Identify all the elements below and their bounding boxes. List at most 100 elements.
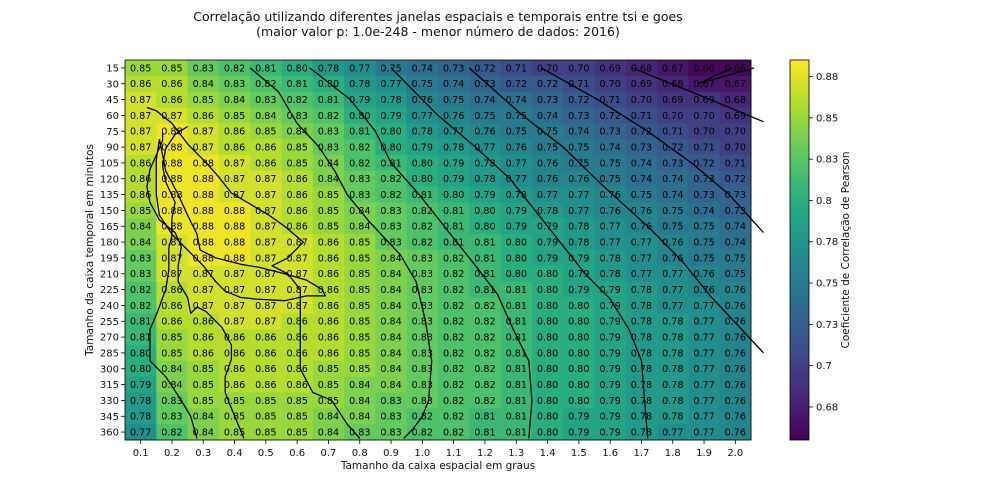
cell-value-label: 0.84 [193,427,214,438]
contour-074 [540,67,764,234]
heatmap-cell [657,313,689,330]
cell-value-label: 0.85 [286,142,307,153]
cell-value-label: 0.74 [506,95,527,106]
heatmap-cell [406,170,439,188]
heatmap-cell [375,297,408,314]
cell-value-label: 0.80 [130,364,151,375]
heatmap-cell [594,123,627,140]
cell-value-label: 0.78 [631,427,652,438]
cell-value-label: 0.84 [161,364,182,375]
y-tick-label: 270 [100,333,119,344]
heatmap-cell [375,329,408,346]
cell-value-label: 0.85 [318,190,339,201]
heatmap-cell [187,392,220,409]
x-tick-label: 0.5 [258,448,274,459]
cell-value-label: 0.78 [631,412,652,423]
cell-value-label: 0.85 [255,127,276,138]
cell-value-label: 0.85 [349,348,370,359]
heatmap-cell [469,218,501,235]
heatmap-cell [187,408,220,425]
cell-value-label: 0.74 [693,206,714,217]
cell-value-label: 0.87 [255,253,276,264]
cell-value-label: 0.80 [568,348,589,359]
y-axis-ticks: 15 30 45 60 75 90 105 120 135 150 165 180 195 210 225 2… [100,63,125,439]
heatmap-cell [688,250,721,267]
cell-value-label: 0.79 [349,95,370,106]
heatmap-cell [125,313,157,330]
cell-value-label: 0.85 [286,412,307,423]
cell-value-label: 0.85 [193,380,214,391]
heatmap-cell [563,408,595,425]
cell-value-label: 0.86 [161,301,182,312]
y-tick-label: 330 [100,396,119,407]
heatmap-cell [156,75,188,93]
heatmap-cell [218,376,251,393]
heatmap-cell [125,345,157,362]
heatmap-cell [250,329,282,346]
cell-value-label: 0.82 [474,317,495,328]
heatmap-cell [250,186,282,203]
cell-value-label: 0.87 [130,111,151,122]
cell-value-label: 0.72 [568,95,589,106]
cell-value-label: 0.80 [286,63,307,74]
contour-lines [146,67,764,439]
heatmap-cell [281,202,314,219]
heatmap-cell [625,107,658,124]
heatmap-cell [312,281,345,298]
heatmap-cell [281,250,314,267]
cell-value-label: 0.83 [130,269,151,280]
colorbar-tick-label: 0.7 [816,361,832,372]
cell-value-label: 0.73 [693,190,714,201]
heatmap-cell [500,345,533,362]
heatmap-cell [375,281,408,298]
heatmap-cell [531,60,564,77]
heatmap-cell [375,107,408,124]
heatmap-cell [125,155,157,172]
cell-value-label: 0.77 [693,427,714,438]
cell-value-label: 0.82 [443,412,464,423]
heatmap-cell [563,265,595,283]
heatmap-cell [563,234,595,251]
cell-value-label: 0.80 [537,412,558,423]
cell-value-label: 0.87 [255,190,276,201]
cell-value-label: 0.86 [255,332,276,343]
heatmap-cell [187,424,220,441]
colorbar-tick-label: 0.85 [816,113,838,124]
cell-value-label: 0.78 [631,380,652,391]
cell-value-label: 0.78 [474,158,495,169]
cell-value-label: 0.76 [599,190,620,201]
cell-value-label: 0.75 [599,158,620,169]
heatmap-cell [688,297,721,314]
cell-value-label: 0.80 [537,427,558,438]
heatmap-cell [688,139,721,156]
cell-value-label: 0.82 [380,190,401,201]
heatmap-cell [125,424,157,441]
heatmap-cell [250,313,282,330]
heatmap-cell [438,218,470,235]
cell-value-label: 0.78 [662,348,683,359]
heatmap-cell [688,424,721,441]
heatmap-cell [719,345,752,362]
cell-value-label: 0.86 [130,158,151,169]
cell-value-label: 0.75 [474,111,495,122]
cell-value-label: 0.84 [380,253,401,264]
heatmap-cell [719,234,752,251]
heatmap-cell [312,297,345,314]
cell-value-label: 0.80 [380,142,401,153]
cell-value-label: 0.82 [474,332,495,343]
heatmap-cell [218,202,251,219]
cell-value-label: 0.72 [474,63,495,74]
heatmap-cell [156,297,188,314]
heatmap-cell [688,313,721,330]
chart-title: Correlação utilizando diferentes janelas… [193,9,682,24]
cell-value-label: 0.82 [443,348,464,359]
heatmap-cell [500,186,533,203]
cell-value-label: 0.77 [506,158,527,169]
y-tick-label: 135 [100,190,119,201]
cell-value-label: 0.87 [224,285,245,296]
cell-value-label: 0.74 [662,190,683,201]
cell-value-label: 0.84 [349,396,370,407]
heatmap-cell [657,186,689,203]
cell-value-label: 0.83 [380,237,401,248]
heatmap-cell [187,360,220,378]
